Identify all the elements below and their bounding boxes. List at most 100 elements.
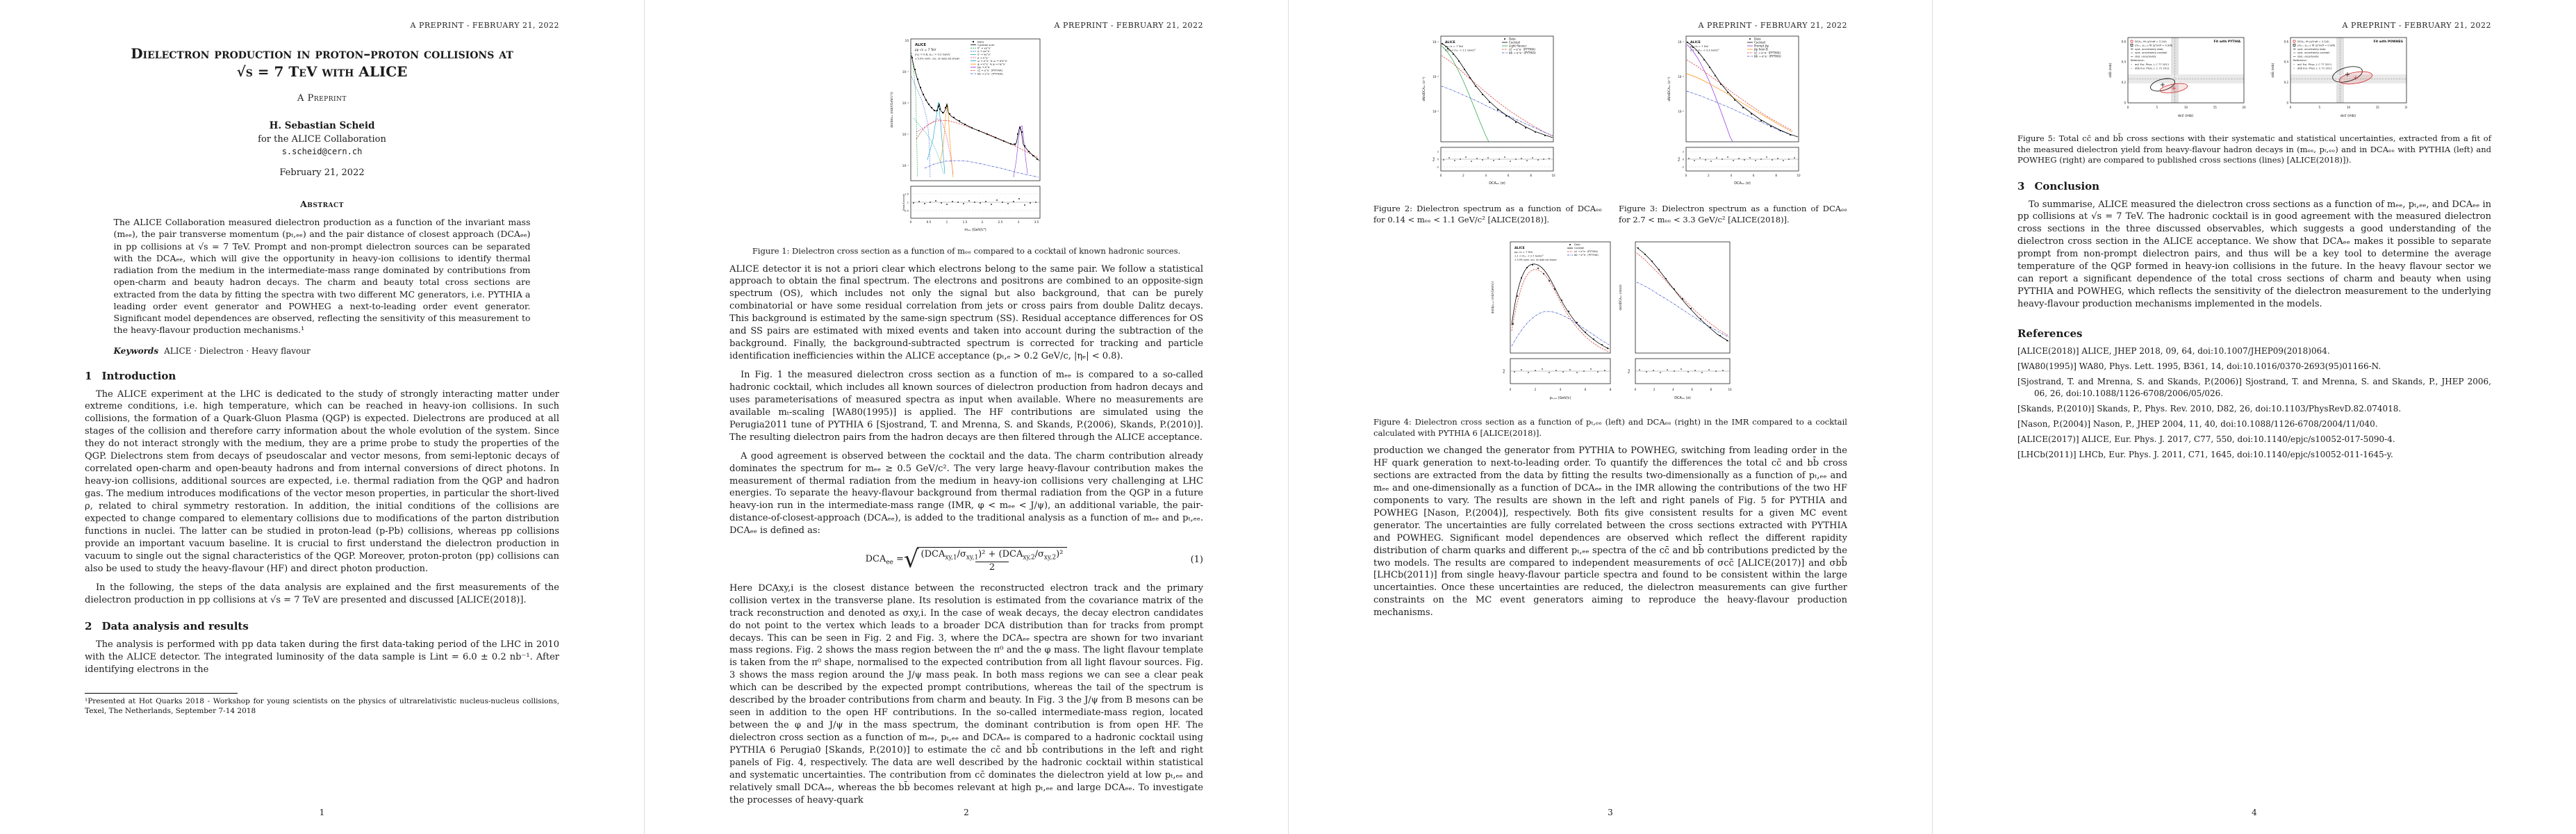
legend-entry: σcc̄ Eur. Phys. J. C 77 2011 (2135, 63, 2169, 66)
running-header: A PREPRINT - FEBRUARY 21, 2022 (2342, 21, 2491, 30)
tick-label: 2 (1462, 174, 1464, 177)
paper-title: Dielectron production in proton–proton c… (85, 44, 559, 81)
tick-label: 10 (1728, 388, 1732, 391)
system-label: pp √s = 7 TeV (915, 48, 936, 52)
figure4-legend: Data Cocktail cc̄ → e⁺e⁻ (PYTHIA) bb̄ → … (1567, 243, 1599, 256)
phi-curve (939, 104, 954, 178)
pull-points (1442, 156, 1550, 162)
tick-label: 2.5 (998, 220, 1003, 224)
running-header: A PREPRINT - FEBRUARY 21, 2022 (1698, 21, 1847, 30)
beauty-curve (924, 160, 1039, 178)
y-axis-label-right: σbb̄ (mb) (2270, 63, 2275, 77)
pull-points-right (1639, 368, 1724, 373)
tick-label: 10 (905, 39, 909, 42)
legend-entry: syst. uncertainty cocktail (2135, 51, 2167, 54)
figure5-plot: DCAₑₑ fit (χ²/ndf = 2.2/4) (mₑₑ, pₜ,ₑₑ) … (2108, 37, 2407, 118)
legend-entry: syst. uncertainty cocktail (2297, 51, 2329, 54)
tick-label: 5 (2318, 106, 2320, 109)
tick-label: 0.2 (2122, 81, 2127, 84)
legend-entry: stat. uncertainty (2135, 56, 2156, 58)
tick-label: 0 (1437, 158, 1439, 161)
x-axis-label: DCAₑₑ (σ) (1734, 181, 1751, 186)
page-number: 2 (964, 808, 969, 817)
analysis-paragraph: The analysis is performed with pp data t… (85, 639, 559, 676)
alice-label: ALICE (915, 43, 927, 47)
legend-entry: η' → γe⁺e⁻ (977, 53, 991, 56)
tick-label: -2 (1681, 166, 1684, 169)
page-number: 4 (2252, 808, 2257, 817)
data-points (911, 56, 1039, 161)
figure-4: ALICE pp √s = 7 TeV 1.1 < mₑₑ < 2.7 GeV/… (1373, 236, 1847, 439)
syst-band-ccbar-right (2336, 38, 2344, 103)
x-tick-labels-right: 0 5 10 15 20 (2290, 106, 2407, 109)
tick-label: 6 (1507, 174, 1509, 177)
legend-entry: syst. uncertainty data (2297, 48, 2325, 51)
page-number: 1 (319, 808, 325, 817)
figure1-plot: 10 10⁻¹ 10⁻³ 10⁻⁵ 10⁻⁷ (890, 38, 1041, 232)
tick-label: 10⁻³ (1433, 75, 1439, 79)
legend-entry: bb̄ → e⁺e⁻ (PYTHIA) (1509, 51, 1536, 54)
tick-label: 3.5 (1034, 220, 1039, 224)
equation-numerator: (DCAxy,1/σxy,1)² + (DCAxy,2/σxy,2)² (920, 549, 1064, 562)
tick-label: 0 (910, 220, 912, 224)
alice-label: ALICE (1514, 246, 1525, 250)
tick-label: 6 (1691, 388, 1693, 391)
figure3-legend: Data Cocktail Prompt J/ψ J/ψ from B cc̄ … (1747, 37, 1781, 58)
data-points-left (1512, 264, 1608, 350)
legend-entry: Reference: (2293, 59, 2307, 62)
panel-label-right: Fit with POWHEG (2373, 40, 2403, 44)
page-number: 3 (1608, 808, 1613, 817)
legend-entry: Light flavour (1509, 44, 1527, 47)
mass-range-label: 2.7 < mₑₑ < 3.3 GeV/c² (1690, 49, 1719, 52)
legend-entry: cc̄ → e⁺e⁻ (PYTHIA) (1574, 250, 1599, 253)
author-email: s.scheid@cern.ch (281, 147, 363, 156)
y-axis-label-right: dσ/dDCAₑₑ (mb/σ) (1619, 284, 1622, 311)
mass-range-label: 0.14 < mₑₑ < 1.1 GeV/c² (1445, 49, 1476, 52)
panel-label-left: Fit with PYTHIA (2213, 40, 2240, 44)
pull-axis-label-right: Pull (1627, 369, 1630, 374)
radical-sign: √ (903, 546, 919, 574)
syst-band-bbbar-left (2128, 74, 2244, 83)
tick-label: 0 (2127, 106, 2129, 109)
legend-entry: (mₑₑ, pₜ,ₑₑ) fit (χ²/ndf = 0.9/6) (2135, 44, 2173, 47)
tick-label: 1.5 (905, 193, 909, 196)
y-axis-label-left: dσ/dpₜ,ₑₑ (mb/(GeV/c)) (1491, 281, 1494, 313)
jpsi-curve (1013, 125, 1028, 178)
alice-label: ALICE (1690, 40, 1701, 44)
title-line-2: √s = 7 TeV with ALICE (236, 63, 408, 80)
dca-fit-center-right (2354, 76, 2358, 80)
tick-label: 8 (1530, 174, 1532, 177)
footnote-text: ¹Presented at Hot Quarks 2018 - Workshop… (85, 697, 559, 715)
tick-label: 10⁻⁵ (1433, 110, 1439, 113)
mass-range-label: 1.1 < mₑₑ < 2.7 GeV/c² (1514, 255, 1544, 258)
tick-label: 20 (2242, 106, 2246, 109)
tick-label: 10 (1797, 174, 1801, 177)
tick-label: 15 (2376, 106, 2380, 109)
cocktail-sum-curve (1686, 41, 1798, 138)
tick-label: 10⁻⁷ (902, 164, 909, 167)
x-tick-labels-right: 0 2 4 6 8 10 (1635, 388, 1732, 391)
legend-entry: ω → e⁺e⁻ & ω → π⁰e⁺e⁻ (977, 59, 1008, 63)
tick-label: 0.5 (905, 209, 909, 213)
legend-entry: σbb̄ Eur. Phys. J. C 71 2011 (2135, 67, 2170, 70)
figure2-plot: 10⁻¹ 10⁻³ 10⁻⁵ ALICE pp √s = 7 TeV 0.14 … (1422, 35, 1555, 186)
abstract-text: The ALICE Collaboration measured dielect… (113, 217, 531, 336)
charm-curve-left (1511, 269, 1610, 352)
tick-label: 0 (2290, 106, 2292, 109)
tick-label: 4 (1560, 388, 1562, 391)
tick-label: 10⁻⁵ (1678, 110, 1684, 113)
tick-label: 10 (2347, 106, 2351, 109)
norm-label: ± 5.9% norm. unc. on data not shown (1514, 259, 1557, 261)
author-name: H. Sebastian Scheid (269, 120, 375, 131)
pull-axis-label: Pull (1677, 157, 1681, 162)
legend-entry: stat. uncertainty (2297, 56, 2319, 58)
system-label: pp √s = 7 TeV (1514, 250, 1533, 254)
tick-label: 0 (1510, 388, 1512, 391)
data-points-right (1637, 247, 1728, 342)
tick-label: 6 (1752, 174, 1754, 177)
legend-entry: Data (1574, 243, 1580, 246)
tick-label: 2 (1708, 174, 1710, 177)
figure4-plot: ALICE pp √s = 7 TeV 1.1 < mₑₑ < 2.7 GeV/… (1491, 241, 1732, 400)
tick-label: 0 (2286, 101, 2288, 105)
